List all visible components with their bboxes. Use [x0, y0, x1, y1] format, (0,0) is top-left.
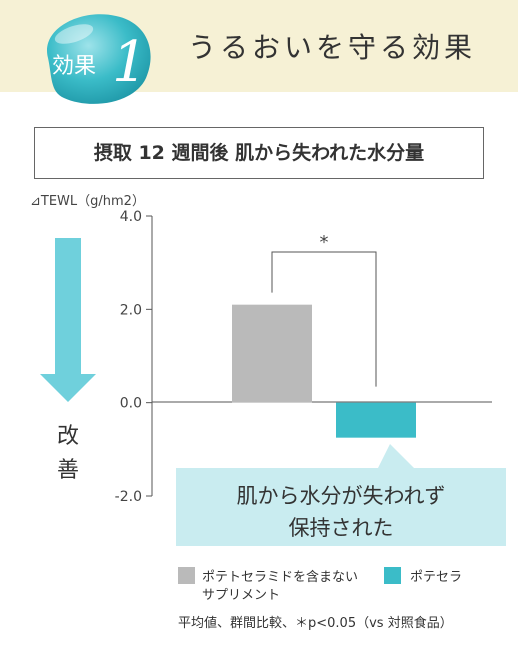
badge-word: 効果 [52, 54, 97, 79]
down-arrow-icon [40, 238, 96, 402]
legend-label-control-2: サプリメント [202, 588, 281, 603]
result-callout [176, 444, 506, 546]
y-tick-label: 0.0 [120, 396, 142, 412]
bar-0 [232, 304, 312, 403]
improve-label-2: 善 [56, 458, 79, 483]
badge-number: 1 [112, 30, 148, 95]
legend-label-control-1: ポテトセラミドを含まない [202, 570, 359, 585]
significance-star: * [320, 232, 329, 253]
callout-line-1: 肌から水分が失われず [236, 484, 446, 508]
legend-swatch-control [178, 567, 195, 584]
significance-bracket [271, 251, 377, 387]
y-axis-label: ⊿TEWL（g/hm2） [30, 194, 145, 209]
y-tick-label: -2.0 [115, 489, 142, 505]
improve-label-1: 改 [56, 424, 79, 449]
effect-badge: 効果 1 [30, 6, 158, 108]
chart-title: 摂取 12 週間後 肌から失われた水分量 [34, 127, 484, 179]
droplet-icon [47, 14, 151, 104]
legend-swatch-potecera [384, 567, 401, 584]
page-title: うるおいを守る効果 [188, 31, 477, 64]
callout-text: 肌から水分が失われず 保持された [176, 480, 506, 544]
callout-line-2: 保持された [288, 516, 394, 540]
y-tick-label: 4.0 [120, 209, 142, 225]
y-tick-label: 2.0 [120, 302, 142, 318]
legend-label-potecera: ポテセラ [410, 570, 463, 585]
bar-1 [336, 402, 416, 438]
footnote: 平均値、群間比較、＊p<0.05（vs 対照食品） [178, 616, 453, 631]
